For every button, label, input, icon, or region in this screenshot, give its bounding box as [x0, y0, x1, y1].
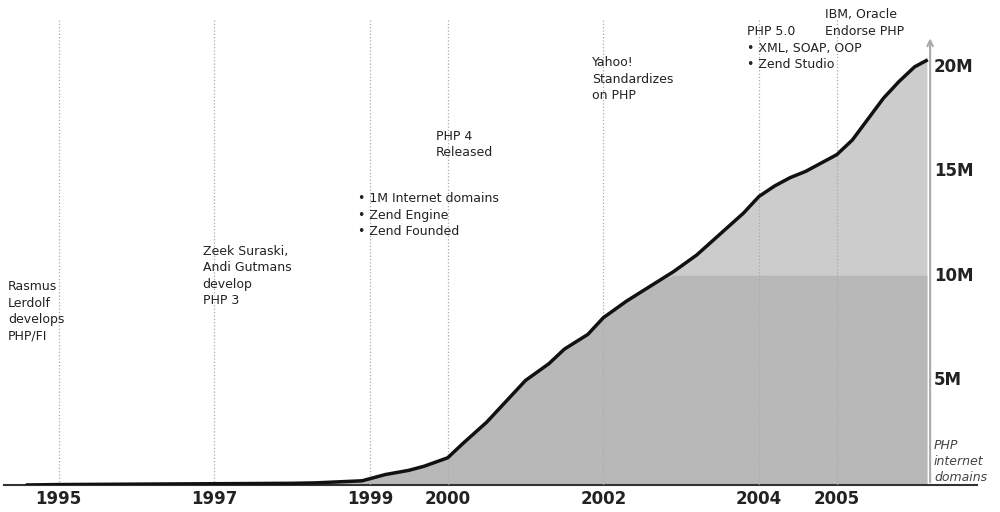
Text: 15M: 15M: [934, 162, 974, 180]
Text: PHP 4
Released: PHP 4 Released: [436, 130, 493, 159]
Text: Zeek Suraski,
Andi Gutmans
develop
PHP 3: Zeek Suraski, Andi Gutmans develop PHP 3: [203, 245, 291, 307]
Text: PHP
internet
domains: PHP internet domains: [934, 439, 987, 484]
Text: Yahoo!
Standardizes
on PHP: Yahoo! Standardizes on PHP: [592, 56, 673, 102]
Text: 10M: 10M: [934, 267, 974, 285]
Text: 20M: 20M: [934, 58, 974, 76]
Text: • 1M Internet domains
• Zend Engine
• Zend Founded: • 1M Internet domains • Zend Engine • Ze…: [358, 193, 499, 238]
Text: 5M: 5M: [934, 371, 962, 390]
Text: PHP 5.0
• XML, SOAP, OOP
• Zend Studio: PHP 5.0 • XML, SOAP, OOP • Zend Studio: [747, 25, 862, 71]
Text: IBM, Oracle
Endorse PHP: IBM, Oracle Endorse PHP: [825, 8, 904, 38]
Text: Rasmus
Lerdolf
develops
PHP/FI: Rasmus Lerdolf develops PHP/FI: [8, 280, 64, 343]
